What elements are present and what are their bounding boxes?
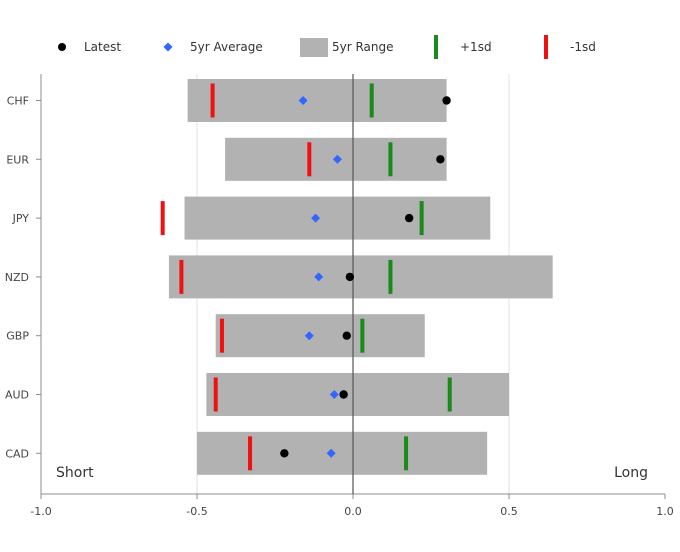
plus-1sd-mark-chf: [369, 83, 374, 118]
latest-dot-nzd: [345, 272, 355, 282]
y-tick-label-nzd: NZD: [5, 271, 29, 284]
y-tick-label-cad: CAD: [5, 447, 29, 460]
range-bar-aud: [206, 373, 510, 416]
latest-dot-chf: [442, 96, 451, 105]
minus-1sd-mark-aud: [213, 377, 218, 412]
range-bar-jpy: [184, 196, 491, 240]
y-tick-label-chf: CHF: [7, 95, 29, 108]
minus-1sd-mark-chf: [210, 83, 215, 118]
plus-1sd-mark-aud: [447, 377, 452, 412]
long-annotation: Long: [614, 465, 648, 481]
legend-label-minus-1sd: -1sd: [570, 40, 596, 54]
legend-swatch-latest: [58, 43, 66, 51]
latest-dot-aud: [339, 390, 348, 399]
latest-dot-cad: [280, 449, 289, 458]
y-tick-label-gbp: GBP: [6, 330, 29, 343]
latest-dot-gbp: [342, 331, 351, 340]
range-bar-cad: [197, 431, 488, 475]
x-tick-label: -1.0: [30, 505, 51, 518]
y-tick-label-jpy: JPY: [12, 212, 30, 225]
plus-1sd-mark-jpy: [419, 201, 424, 236]
avg-diamond-jpy: [311, 213, 321, 223]
minus-1sd-mark-nzd: [179, 259, 184, 294]
legend-label-plus-1sd: +1sd: [460, 40, 492, 54]
plus-1sd-mark-cad: [404, 436, 409, 471]
minus-1sd-mark-gbp: [219, 318, 224, 353]
plus-1sd-mark-eur: [388, 142, 393, 177]
minus-1sd-mark-eur: [307, 142, 312, 177]
plus-1sd-mark-gbp: [360, 318, 365, 353]
plus-1sd-mark-nzd: [388, 259, 393, 294]
legend: Latest 5yr Average 5yr Range +1sd -1sd: [58, 35, 596, 59]
range-bar-gbp: [215, 314, 425, 358]
legend-label-5yr-average: 5yr Average: [190, 40, 263, 54]
minus-1sd-mark-jpy: [160, 201, 165, 236]
legend-swatch-5yr-range: [300, 38, 328, 57]
x-tick-label: 0.0: [344, 505, 362, 518]
latest-dot-jpy: [404, 213, 414, 223]
range-bar-chf: [187, 79, 447, 122]
legend-swatch-minus-1sd: [544, 35, 548, 59]
x-tick-label: 0.5: [500, 505, 518, 518]
x-tick-label: 1.0: [656, 505, 674, 518]
axes: -1.0 -0.5 0.0 0.5 1.0 CHF EUR JPY NZD GBP AUD CAD: [5, 74, 674, 518]
avg-diamond-gbp: [304, 331, 314, 341]
legend-swatch-plus-1sd: [434, 35, 438, 59]
y-tick-label-aud: AUD: [5, 389, 29, 402]
legend-label-latest: Latest: [84, 40, 121, 54]
avg-diamond-chf: [298, 96, 308, 105]
latest-dot-eur: [436, 155, 445, 164]
avg-diamond-eur: [332, 154, 342, 164]
legend-swatch-5yr-average: [163, 42, 173, 52]
markers: [160, 83, 452, 471]
legend-label-5yr-range: 5yr Range: [332, 40, 394, 54]
avg-diamond-nzd: [314, 272, 324, 282]
avg-diamond-aud: [329, 390, 339, 399]
range-bar-nzd: [168, 255, 553, 299]
range-bars: [168, 79, 553, 475]
short-annotation: Short: [56, 465, 94, 481]
avg-diamond-cad: [326, 448, 336, 458]
x-tick-label: -0.5: [186, 505, 207, 518]
y-tick-label-eur: EUR: [6, 153, 29, 166]
minus-1sd-mark-cad: [248, 436, 253, 471]
